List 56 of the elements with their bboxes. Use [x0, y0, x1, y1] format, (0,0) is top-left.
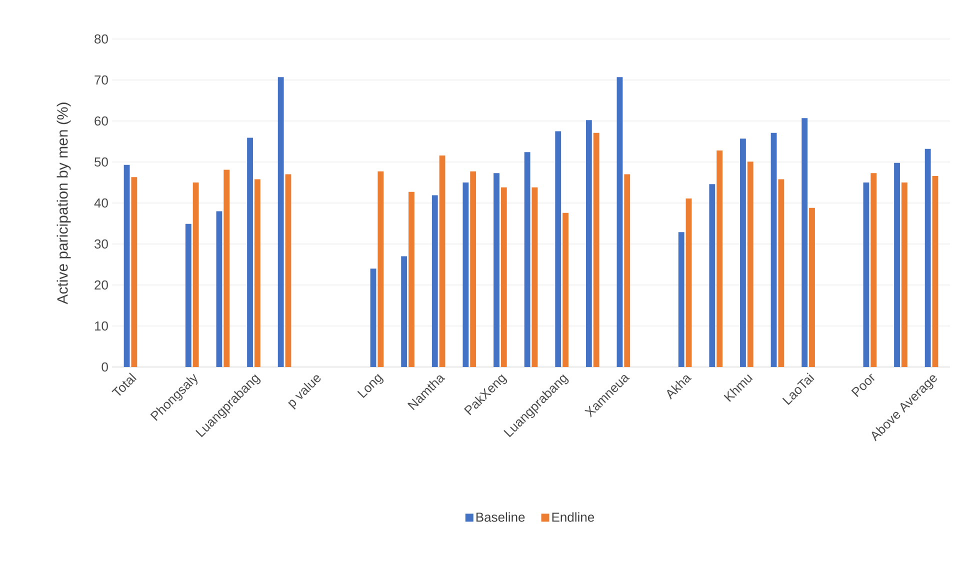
bar	[593, 132, 600, 367]
bar	[802, 118, 808, 367]
bar	[124, 164, 130, 367]
bar	[586, 120, 592, 367]
bar	[470, 171, 476, 367]
y-tick-label: 10	[94, 321, 108, 331]
bar	[185, 224, 192, 367]
bar	[494, 173, 500, 367]
bar	[770, 132, 777, 367]
bar	[408, 192, 414, 367]
bar	[716, 150, 723, 367]
bar	[932, 176, 938, 367]
bar	[224, 170, 230, 367]
bar	[285, 174, 292, 367]
y-tick-label: 50	[94, 157, 108, 167]
bar	[894, 162, 900, 367]
y-tick-label: 30	[94, 239, 108, 249]
y-tick-label: 70	[94, 75, 108, 85]
bar	[809, 208, 815, 367]
bar	[863, 182, 870, 367]
bar	[401, 256, 408, 367]
bar	[462, 182, 469, 367]
bar	[192, 182, 199, 367]
bar	[500, 187, 507, 367]
bar	[709, 184, 716, 367]
bar	[432, 195, 438, 367]
bar	[870, 173, 877, 367]
y-tick-label: 0	[102, 362, 108, 372]
bar	[247, 138, 253, 367]
bar	[378, 171, 384, 367]
bar	[532, 187, 538, 367]
bar	[562, 212, 568, 367]
bar	[254, 179, 260, 367]
bar	[370, 268, 376, 367]
bar	[686, 198, 692, 367]
bar	[924, 148, 931, 367]
y-tick-label: 20	[94, 280, 108, 290]
bar	[678, 232, 684, 367]
bar	[555, 131, 562, 367]
bar	[439, 155, 446, 367]
bar	[740, 138, 746, 367]
bar	[747, 162, 754, 367]
bar	[278, 77, 284, 367]
y-tick-label: 60	[94, 116, 108, 126]
legend-label: Endline	[552, 512, 594, 522]
y-axis-title: Active paricipation by men (%)	[56, 102, 71, 304]
bar	[624, 174, 630, 367]
y-tick-label: 80	[94, 34, 108, 44]
bar	[778, 179, 784, 367]
bar	[216, 211, 222, 367]
bar	[524, 152, 530, 367]
bar	[901, 182, 908, 367]
legend-label: Baseline	[476, 512, 525, 522]
bar	[131, 177, 138, 367]
y-tick-label: 40	[94, 198, 108, 208]
bar	[616, 77, 623, 367]
